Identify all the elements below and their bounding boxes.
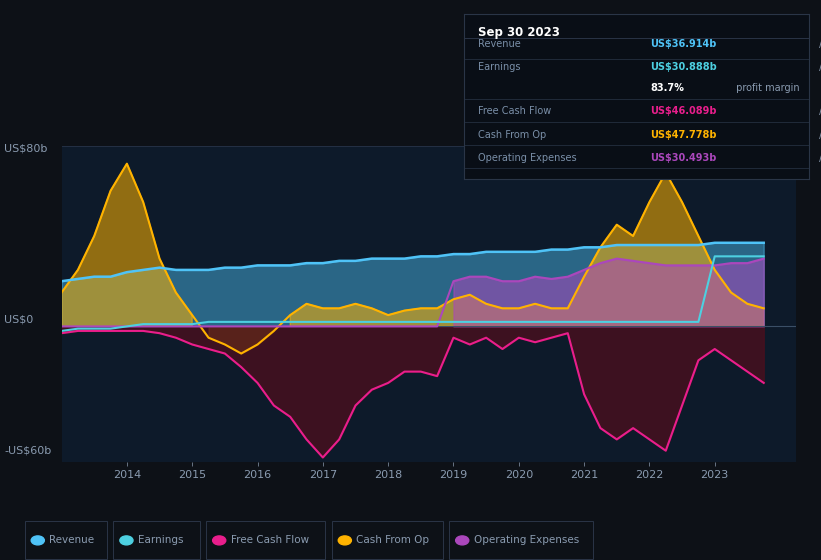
Text: US$36.914b: US$36.914b	[650, 39, 717, 49]
Text: /yr: /yr	[815, 153, 821, 163]
Text: Cash From Op: Cash From Op	[356, 535, 429, 545]
Text: 83.7%: 83.7%	[650, 83, 684, 94]
Text: Cash From Op: Cash From Op	[478, 129, 546, 139]
Text: US$30.493b: US$30.493b	[650, 153, 717, 163]
Text: Earnings: Earnings	[138, 535, 183, 545]
Text: profit margin: profit margin	[733, 83, 800, 94]
Text: US$30.888b: US$30.888b	[650, 62, 717, 72]
Text: US$46.089b: US$46.089b	[650, 106, 717, 116]
Text: /yr: /yr	[815, 129, 821, 139]
Text: Revenue: Revenue	[478, 39, 521, 49]
Text: Free Cash Flow: Free Cash Flow	[231, 535, 309, 545]
Text: US$47.778b: US$47.778b	[650, 129, 717, 139]
Text: US$80b: US$80b	[4, 143, 48, 153]
Text: /yr: /yr	[815, 39, 821, 49]
Text: Operating Expenses: Operating Expenses	[474, 535, 579, 545]
Text: US$0: US$0	[4, 314, 34, 324]
Text: -US$60b: -US$60b	[4, 446, 52, 456]
Text: Operating Expenses: Operating Expenses	[478, 153, 576, 163]
Text: Earnings: Earnings	[478, 62, 521, 72]
Text: Sep 30 2023: Sep 30 2023	[478, 26, 560, 39]
Text: Free Cash Flow: Free Cash Flow	[478, 106, 551, 116]
Text: Revenue: Revenue	[49, 535, 94, 545]
Text: /yr: /yr	[815, 106, 821, 116]
Text: /yr: /yr	[815, 62, 821, 72]
